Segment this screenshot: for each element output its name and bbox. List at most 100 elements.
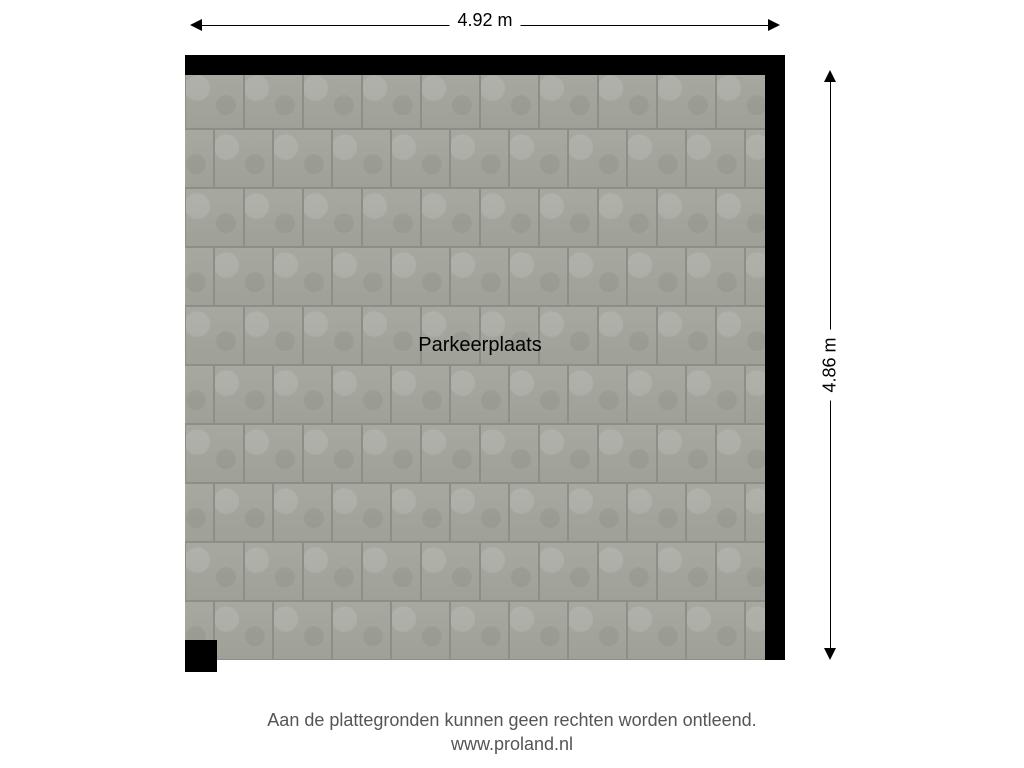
- tile: [421, 424, 480, 483]
- tile: [273, 247, 332, 306]
- arrow-down-icon: [824, 648, 836, 660]
- tile: [480, 188, 539, 247]
- arrow-left-icon: [190, 19, 202, 31]
- wall-right: [765, 55, 785, 660]
- tile: [450, 247, 509, 306]
- tile: [185, 129, 214, 188]
- tile: [657, 306, 716, 365]
- tile: [686, 129, 745, 188]
- tile: [686, 601, 745, 660]
- tile: [539, 542, 598, 601]
- tile: [273, 129, 332, 188]
- tile: [598, 70, 657, 129]
- tile: [244, 188, 303, 247]
- tile: [303, 306, 362, 365]
- tile-row: [185, 483, 775, 542]
- tile: [421, 306, 480, 365]
- tile: [568, 483, 627, 542]
- tile: [509, 483, 568, 542]
- tile: [185, 424, 244, 483]
- tile: [185, 247, 214, 306]
- tile-row: [185, 365, 775, 424]
- tile: [185, 188, 244, 247]
- tile: [627, 601, 686, 660]
- tile: [214, 601, 273, 660]
- tile: [332, 601, 391, 660]
- tile: [509, 129, 568, 188]
- tile: [539, 70, 598, 129]
- tile: [598, 542, 657, 601]
- tile: [450, 483, 509, 542]
- tile: [657, 188, 716, 247]
- tile-row: [185, 306, 775, 365]
- tile-row: [185, 542, 775, 601]
- footer: Aan de plattegronden kunnen geen rechten…: [0, 708, 1024, 757]
- tile: [244, 424, 303, 483]
- tile: [568, 601, 627, 660]
- arrow-right-icon: [768, 19, 780, 31]
- tile: [598, 188, 657, 247]
- tile: [362, 542, 421, 601]
- tile: [362, 424, 421, 483]
- tile: [391, 483, 450, 542]
- tile: [686, 247, 745, 306]
- tile: [509, 247, 568, 306]
- tile: [185, 483, 214, 542]
- tile: [686, 483, 745, 542]
- tile: [214, 247, 273, 306]
- floorplan-stage: Parkeerplaats 4.92 m 4.86 m Aan de platt…: [0, 0, 1024, 768]
- tile-row: [185, 601, 775, 660]
- tile: [539, 424, 598, 483]
- tile: [509, 365, 568, 424]
- tile: [185, 306, 244, 365]
- tile: [244, 542, 303, 601]
- tile: [627, 129, 686, 188]
- tile: [568, 129, 627, 188]
- tile: [185, 365, 214, 424]
- tile: [568, 365, 627, 424]
- tile: [244, 306, 303, 365]
- tile: [391, 365, 450, 424]
- tile: [598, 306, 657, 365]
- tile: [480, 542, 539, 601]
- tile: [627, 365, 686, 424]
- tile: [657, 542, 716, 601]
- tile: [480, 424, 539, 483]
- tile: [657, 424, 716, 483]
- tile: [362, 70, 421, 129]
- tile: [391, 247, 450, 306]
- tile: [214, 483, 273, 542]
- tile: [509, 601, 568, 660]
- tile: [480, 70, 539, 129]
- wall-corner-block: [185, 640, 217, 672]
- arrow-up-icon: [824, 70, 836, 82]
- tile: [657, 70, 716, 129]
- footer-url: www.proland.nl: [0, 732, 1024, 756]
- tile: [244, 70, 303, 129]
- tile: [627, 483, 686, 542]
- tile: [421, 188, 480, 247]
- tile: [391, 129, 450, 188]
- tile: [539, 306, 598, 365]
- tile: [303, 424, 362, 483]
- tile: [568, 247, 627, 306]
- tile: [421, 70, 480, 129]
- footer-disclaimer: Aan de plattegronden kunnen geen rechten…: [0, 708, 1024, 732]
- tile-row: [185, 70, 775, 129]
- tile: [185, 542, 244, 601]
- dimension-width: 4.92 m: [200, 10, 770, 40]
- tile: [539, 188, 598, 247]
- tile: [214, 365, 273, 424]
- tile: [362, 306, 421, 365]
- tile: [362, 188, 421, 247]
- tile: [332, 483, 391, 542]
- tile: [273, 483, 332, 542]
- tile: [273, 365, 332, 424]
- tile: [686, 365, 745, 424]
- dimension-width-label: 4.92 m: [449, 10, 520, 31]
- tile: [480, 306, 539, 365]
- tile-row: [185, 247, 775, 306]
- tile-row: [185, 188, 775, 247]
- tile: [303, 542, 362, 601]
- tile: [273, 601, 332, 660]
